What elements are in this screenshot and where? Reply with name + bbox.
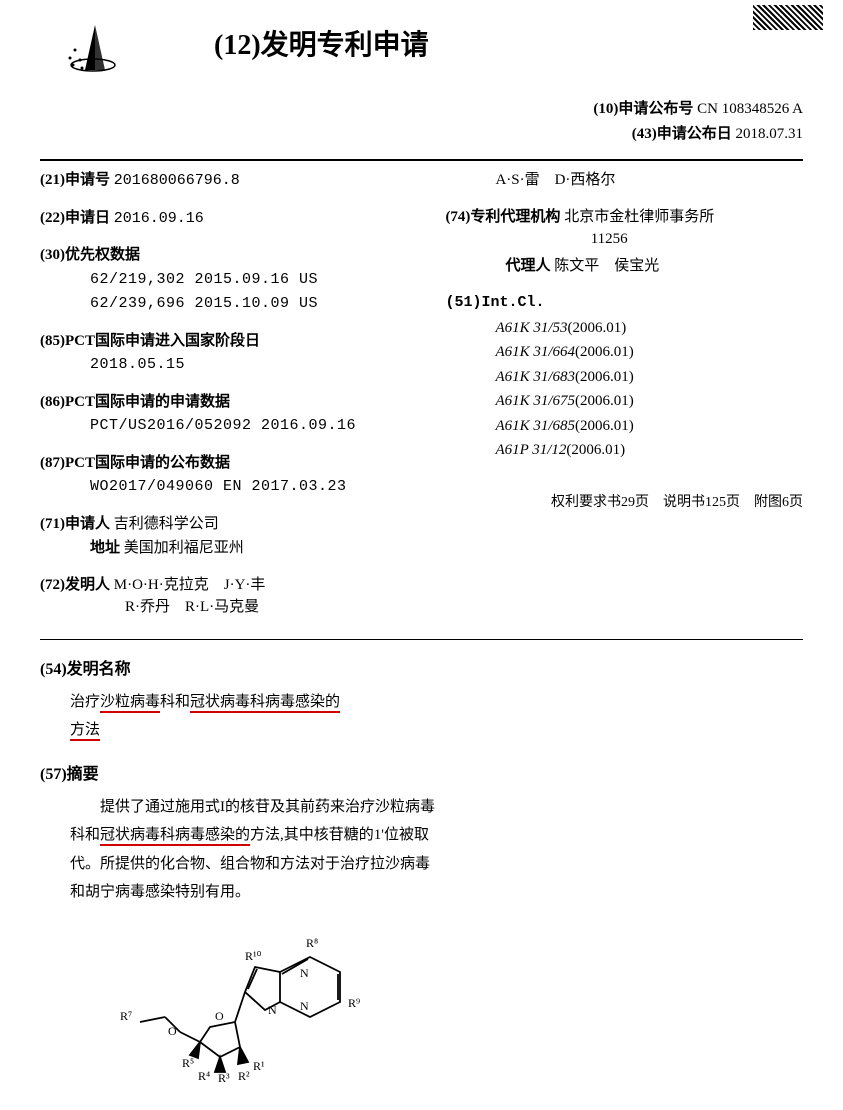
header-section: (12)发明专利申请 (10)申请公布号 CN 108348526 A (43)…	[40, 10, 803, 155]
agent-org-label: (74)专利代理机构	[445, 209, 560, 225]
agent-org-value: 北京市金杜律师事务所	[564, 209, 714, 225]
inventor-cont: A·S·雷 D·西格尔	[495, 169, 803, 192]
divider	[40, 159, 803, 161]
agent-person-label: 代理人	[505, 258, 550, 274]
right-column: A·S·雷 D·西格尔 (74)专利代理机构 北京市金杜律师事务所 11256 …	[445, 169, 803, 633]
document-title: (12)发明专利申请	[214, 25, 429, 67]
ipc-1-year: (2006.01)	[568, 320, 627, 336]
inventor-line1: M·O·H·克拉克 J·Y·丰	[114, 577, 266, 593]
abstract-label: (57)摘要	[40, 763, 803, 787]
priority-1: 62/219,302 2015.09.16 US	[90, 269, 415, 292]
left-column: (21)申请号 201680066796.8 (22)申请日 2016.09.1…	[40, 169, 415, 633]
ipc-5-year: (2006.01)	[575, 418, 634, 434]
svg-text:N: N	[300, 966, 309, 980]
title-part: 科和	[160, 694, 190, 710]
invention-title-label: (54)发明名称	[40, 658, 803, 682]
chem-r5: R⁵	[182, 1056, 194, 1070]
divider	[40, 639, 803, 640]
qr-code-icon	[753, 5, 823, 30]
app-no-value: 201680066796.8	[114, 172, 240, 189]
abstract-section: (57)摘要 提供了通过施用式I的核苷及其前药来治疗沙粒病毒科和冠状病毒科病毒感…	[40, 763, 803, 907]
pub-date-value: 2018.07.31	[736, 126, 804, 142]
applicant-label: (71)申请人	[40, 516, 110, 532]
inventor-line2: R·乔丹 R·L·马克曼	[125, 596, 415, 619]
chem-r1: R¹	[253, 1059, 265, 1073]
pub-no-value: CN 108348526 A	[697, 101, 803, 117]
pct-national-label: (85)PCT国际申请进入国家阶段日	[40, 333, 260, 349]
svg-text:O: O	[168, 1024, 177, 1038]
ipc-4-year: (2006.01)	[575, 393, 634, 409]
invention-title-section: (54)发明名称 治疗沙粒病毒科和冠状病毒科病毒感染的方法	[40, 658, 803, 745]
chem-r9: R⁹	[348, 996, 360, 1010]
ipc-3-year: (2006.01)	[575, 369, 634, 385]
ipc-6: A61P 31/12	[495, 442, 566, 458]
pct-national-date: 2018.05.15	[90, 354, 415, 377]
title-underline: 沙粒病毒	[100, 694, 160, 713]
invention-title-text: 治疗沙粒病毒科和冠状病毒科病毒感染的方法	[70, 688, 440, 745]
pub-date-label: (43)申请公布日	[632, 126, 732, 142]
abstract-text: 提供了通过施用式I的核苷及其前药来治疗沙粒病毒科和冠状病毒科病毒感染的方法,其中…	[70, 793, 440, 907]
chem-r7: R⁷	[120, 1009, 132, 1023]
ipc-3: A61K 31/683	[495, 369, 575, 385]
svg-text:N: N	[268, 1003, 277, 1017]
agent-org-code: 11256	[415, 228, 803, 251]
priority-label: (30)优先权数据	[40, 247, 140, 263]
applicant-value: 吉利德科学公司	[114, 516, 219, 532]
ipc-label: (51)Int.Cl.	[445, 294, 544, 311]
ipc-2-year: (2006.01)	[575, 344, 634, 360]
ipc-5: A61K 31/685	[495, 418, 575, 434]
pub-no-label: (10)申请公布号	[593, 101, 693, 117]
svg-text:O: O	[215, 1009, 224, 1023]
app-date-value: 2016.09.16	[114, 210, 204, 227]
chem-r10: R¹⁰	[245, 949, 262, 963]
agent-persons: 陈文平 侯宝光	[554, 258, 659, 274]
pct-app-label: (86)PCT国际申请的申请数据	[40, 394, 230, 410]
chem-r3: R³	[218, 1071, 230, 1082]
address-label: 地址	[90, 540, 120, 556]
publication-info: (10)申请公布号 CN 108348526 A (43)申请公布日 2018.…	[40, 98, 803, 145]
ipc-6-year: (2006.01)	[566, 442, 625, 458]
priority-2: 62/239,696 2015.10.09 US	[90, 293, 415, 316]
pct-app-data: PCT/US2016/052092 2016.09.16	[90, 415, 415, 438]
bibliographic-columns: (21)申请号 201680066796.8 (22)申请日 2016.09.1…	[40, 169, 803, 633]
inventor-label: (72)发明人	[40, 577, 110, 593]
title-part: 治疗	[70, 694, 100, 710]
chem-r2: R²	[238, 1069, 250, 1082]
app-no-label: (21)申请号	[40, 172, 110, 188]
ipc-2: A61K 31/664	[495, 344, 575, 360]
chem-r8: R⁸	[306, 936, 318, 950]
page-summary: 权利要求书29页 说明书125页 附图6页	[445, 492, 803, 513]
patent-logo-icon	[60, 20, 130, 83]
app-date-label: (22)申请日	[40, 210, 110, 226]
title-underline: 冠状病毒科病毒感染的	[190, 694, 340, 713]
title-underline: 方法	[70, 722, 100, 741]
address-value: 美国加利福尼亚州	[124, 540, 244, 556]
chem-r4: R⁴	[198, 1069, 210, 1082]
pct-pub-label: (87)PCT国际申请的公布数据	[40, 455, 230, 471]
pct-pub-data: WO2017/049060 EN 2017.03.23	[90, 476, 415, 499]
abstract-underline: 冠状病毒科病毒感染的	[100, 827, 250, 846]
ipc-4: A61K 31/675	[495, 393, 575, 409]
ipc-1: A61K 31/53	[495, 320, 567, 336]
